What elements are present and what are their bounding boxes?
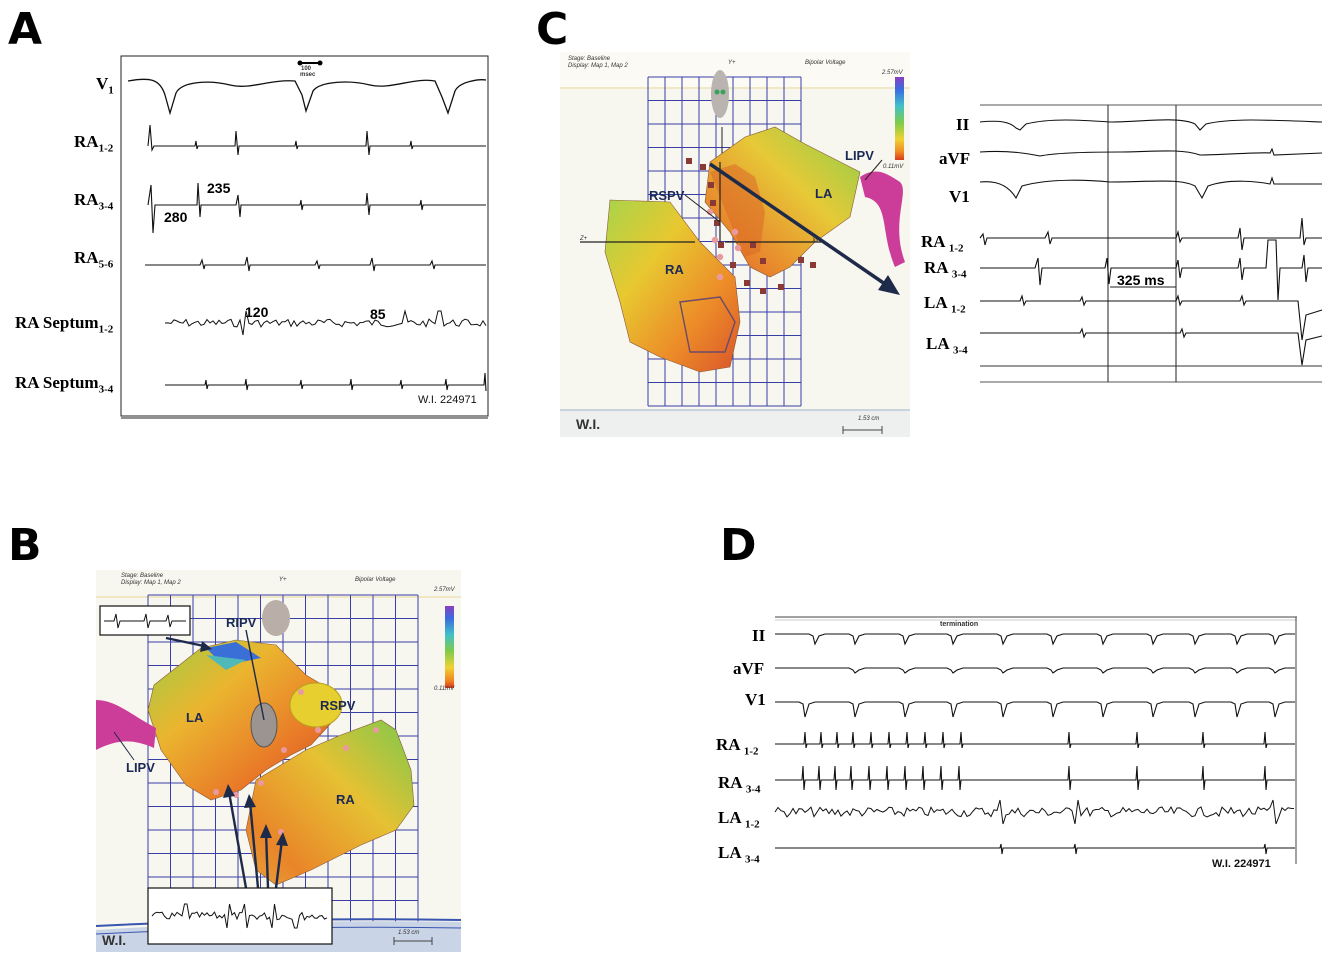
c-lead-v1: V1: [949, 187, 970, 206]
map-b-label-lipv: LIPV: [126, 760, 155, 775]
d-lead-ra34: RA 3-4: [718, 773, 761, 796]
map-c-scalebar: 1.53 cm: [858, 416, 880, 422]
lead-label-ra-septum-12: RA Septum1-2: [15, 313, 114, 336]
c-lead-ra34: RA 3-4: [924, 258, 967, 281]
map-b-display: Display: Map 1, Map 2: [121, 580, 181, 586]
map-c-label-rspv: RSPV: [649, 188, 685, 203]
panel-c-traces: [979, 104, 1323, 383]
c-lead-ii: II: [956, 115, 970, 134]
map-b-label-ripv: RIPV: [226, 615, 257, 630]
lead-label-ra12: RA1-2: [74, 132, 114, 155]
map-c-label-lipv: LIPV: [845, 148, 874, 163]
d-lead-v1: V1: [745, 690, 766, 709]
annotation-85: 85: [370, 306, 386, 322]
map-c-label-ra: RA: [665, 262, 684, 277]
c-lead-ra12: RA 1-2: [921, 232, 964, 255]
map-c-mode: Bipolar Voltage: [805, 60, 846, 66]
map-b-label-la: LA: [186, 710, 204, 725]
map-b-scale-max: 2.57mV: [434, 587, 455, 593]
panel-letter-a: A: [8, 4, 43, 55]
map-b-stage: Stage: Baseline: [121, 573, 164, 579]
panel-d-id: W.I. 224971: [1212, 858, 1271, 870]
d-lead-ra12: RA 1-2: [716, 735, 759, 758]
panel-c-map: [560, 52, 910, 437]
c-lead-avf: aVF: [939, 149, 971, 168]
d-lead-la12: LA 1-2: [718, 808, 760, 831]
annotation-120: 120: [245, 304, 269, 320]
map-c-footer: W.I.: [576, 416, 601, 432]
map-c-label-la: LA: [815, 186, 833, 201]
panel-letter-b: B: [8, 520, 42, 571]
panel-a-id: W.I. 224971: [418, 394, 477, 406]
d-lead-ii: II: [752, 626, 766, 645]
map-b-label-ra: RA: [336, 792, 355, 807]
d-lead-la34: LA 3-4: [718, 843, 760, 866]
scale-unit: msec: [300, 72, 316, 78]
annotation-235: 235: [207, 180, 231, 196]
panel-letter-c: C: [536, 4, 569, 55]
panel-b-map: [95, 570, 462, 952]
map-c-scale-max: 2.57mV: [882, 70, 903, 76]
map-b-axis-y: Y+: [279, 577, 287, 583]
d-lead-avf: aVF: [733, 659, 765, 678]
map-b-label-rspv: RSPV: [320, 698, 356, 713]
map-b-scale-min: 0.11mV: [434, 686, 455, 692]
panel-letter-d: D: [720, 520, 757, 571]
panel-a-scalebar: [297, 60, 323, 66]
lead-label-v1: V1: [96, 74, 114, 97]
c-interval: 325 ms: [1117, 272, 1165, 288]
map-c-display: Display: Map 1, Map 2: [568, 63, 628, 69]
panel-a-traces: [127, 78, 487, 392]
map-b-scalebar: 1.53 cm: [398, 930, 420, 936]
map-c-axis-x: X+: [812, 238, 820, 244]
map-c-scale-min: 0.11mV: [883, 164, 904, 170]
map-c-stage: Stage: Baseline: [568, 56, 611, 62]
scale-value: 100: [301, 66, 312, 72]
lead-label-ra34: RA3-4: [74, 190, 114, 213]
c-lead-la34: LA 3-4: [926, 334, 968, 357]
lead-label-ra-septum-34: RA Septum3-4: [15, 373, 114, 396]
d-termination: termination: [940, 621, 979, 628]
map-c-axis-z: Z+: [580, 236, 588, 242]
map-c-axis-y: Y+: [728, 60, 736, 66]
map-b-footer: W.I.: [102, 932, 127, 948]
panel-d-traces: [774, 616, 1297, 864]
map-b-mode: Bipolar Voltage: [355, 577, 396, 583]
lead-label-ra56: RA5-6: [74, 248, 114, 271]
panel-a-frame: [120, 55, 489, 419]
c-lead-la12: LA 1-2: [924, 293, 966, 316]
annotation-280: 280: [164, 209, 188, 225]
